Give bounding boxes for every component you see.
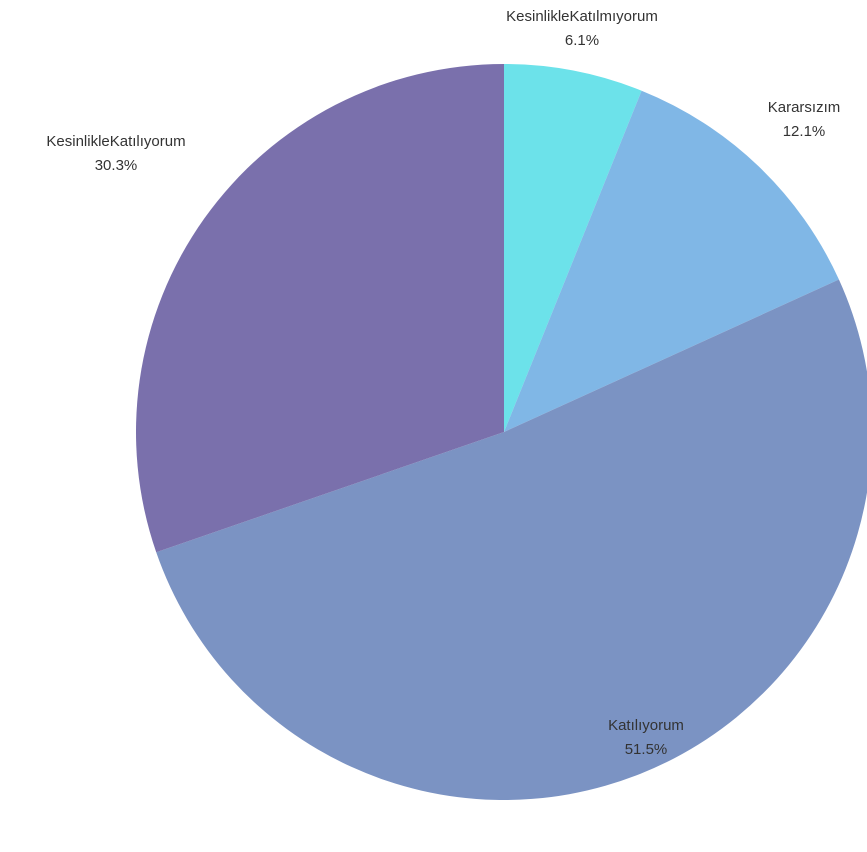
pie-slices xyxy=(135,64,867,800)
pie-labels: KesinlikleKatılmıyorum 6.1% Kararsızım 12.1… xyxy=(46,8,840,758)
pie-slice-2[interactable] xyxy=(156,279,867,800)
slice-label-0: KesinlikleKatılmıyorum xyxy=(506,8,658,25)
slice-label-3: KesinlikleKatılıyorum xyxy=(46,133,185,150)
slice-value-label-1: 12.1% xyxy=(783,123,826,140)
slice-value-label-2: 51.5% xyxy=(625,741,668,758)
pie-slice-1[interactable] xyxy=(504,90,839,432)
slice-value-label-3: 30.3% xyxy=(95,157,138,174)
slice-value-label-0: 6.1% xyxy=(565,32,599,49)
pie-slice-3[interactable] xyxy=(135,64,504,553)
pie-slice-0[interactable] xyxy=(504,64,642,432)
slice-label-2: Katılıyorum xyxy=(608,717,684,734)
slice-label-1: Kararsızım xyxy=(768,99,841,116)
